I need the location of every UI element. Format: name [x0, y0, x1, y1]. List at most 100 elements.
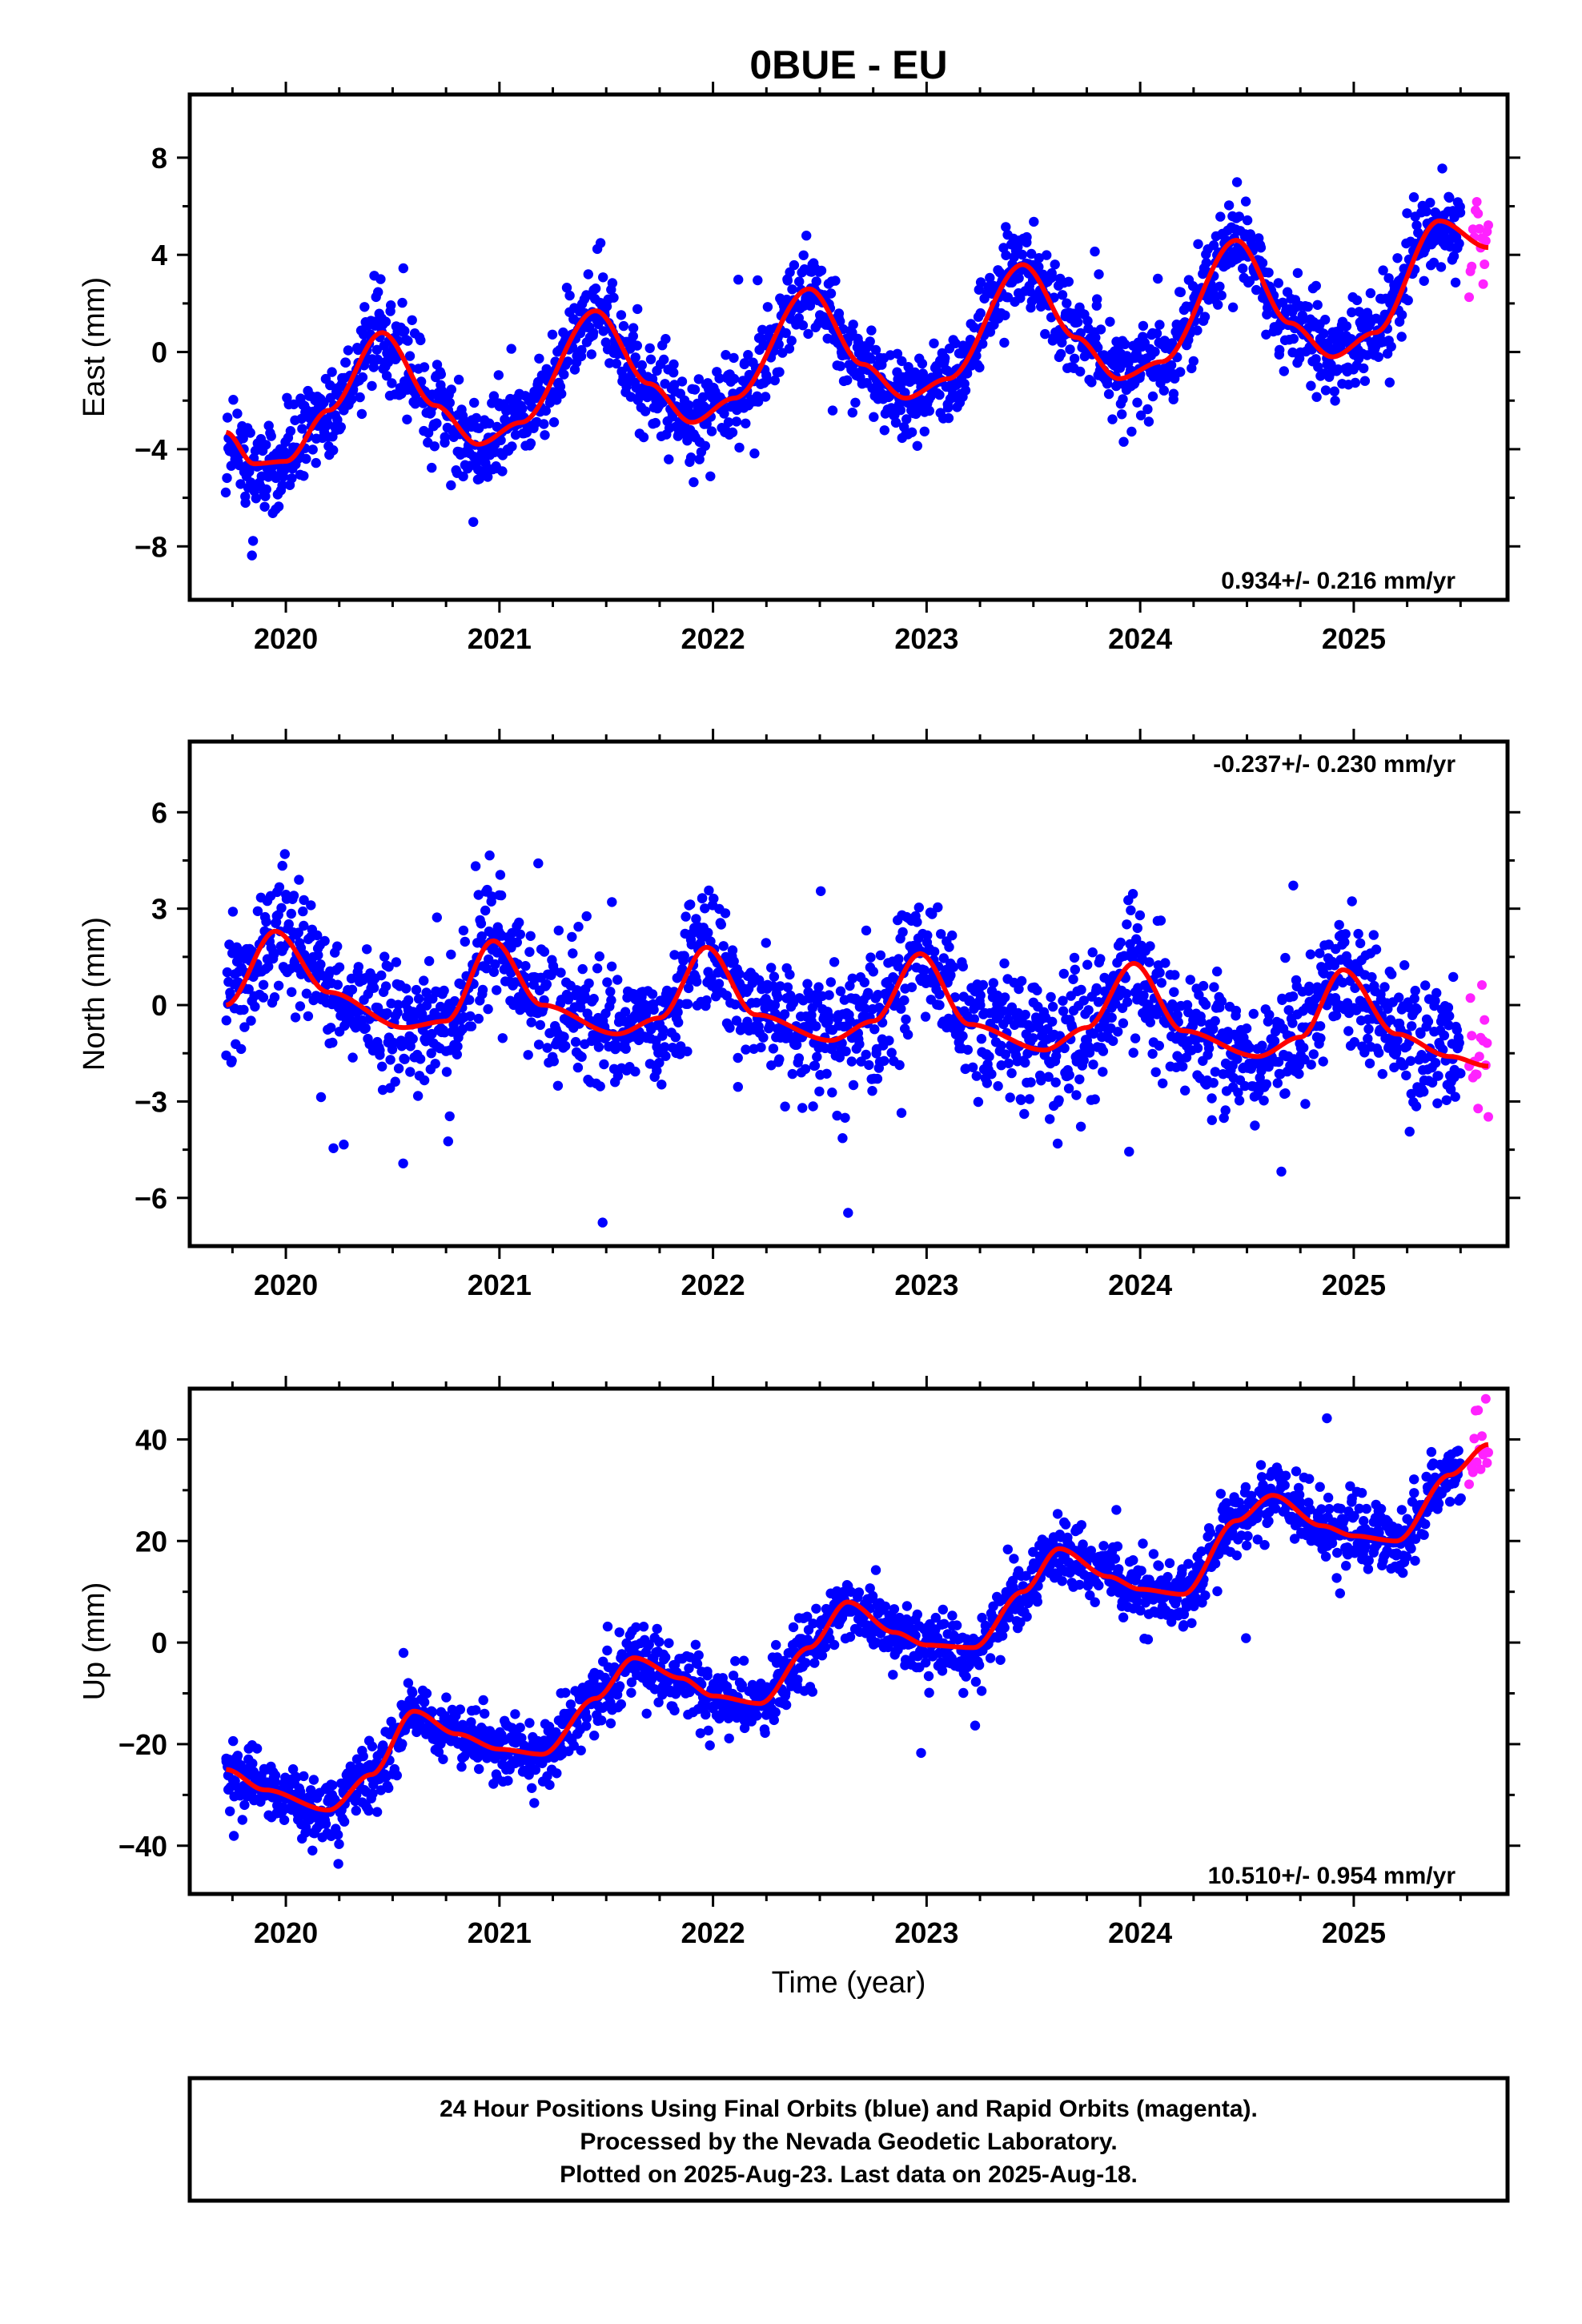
final-point: [277, 480, 287, 491]
final-point: [326, 1023, 336, 1033]
final-point: [939, 1618, 950, 1630]
final-point: [797, 320, 809, 331]
final-point: [1095, 324, 1106, 335]
final-point: [383, 962, 394, 972]
final-point: [840, 1112, 850, 1124]
final-point: [809, 1658, 820, 1668]
final-point: [220, 487, 231, 498]
final-point: [301, 453, 311, 464]
final-point: [495, 870, 506, 880]
final-point: [761, 938, 771, 948]
final-point: [487, 891, 497, 902]
final-point: [377, 1061, 387, 1072]
final-point: [1407, 1021, 1417, 1031]
final-point: [515, 929, 525, 940]
final-point: [1058, 1006, 1069, 1016]
final-point: [1343, 1026, 1354, 1036]
final-point: [476, 931, 487, 942]
final-point: [829, 957, 840, 967]
final-point: [731, 416, 742, 427]
final-point: [471, 1705, 481, 1715]
final-point: [307, 444, 318, 455]
final-point: [1203, 1043, 1215, 1054]
final-point: [251, 1743, 263, 1754]
final-point: [773, 339, 784, 350]
final-point: [1450, 277, 1461, 287]
final-point: [1135, 410, 1146, 420]
final-point: [1330, 396, 1340, 406]
final-point: [1155, 915, 1166, 926]
final-point: [325, 380, 335, 391]
final-point: [411, 984, 422, 995]
final-point: [1057, 290, 1068, 300]
final-point: [1180, 1085, 1191, 1096]
final-point: [880, 1601, 891, 1612]
final-point: [1450, 1092, 1460, 1102]
x-tick-label: 2022: [681, 1269, 745, 1301]
final-point: [1334, 919, 1344, 931]
final-point: [480, 1708, 490, 1719]
final-point: [1311, 280, 1322, 292]
final-point: [812, 1051, 822, 1062]
final-point: [605, 1697, 616, 1708]
final-point: [1093, 342, 1103, 353]
final-point: [766, 963, 777, 973]
final-point: [1272, 1078, 1283, 1088]
final-point: [1069, 353, 1080, 364]
final-point: [448, 1019, 459, 1030]
final-point: [780, 1101, 790, 1112]
final-point: [974, 362, 985, 373]
final-point: [397, 1739, 408, 1749]
final-point: [1257, 1040, 1267, 1051]
final-point: [1315, 1033, 1326, 1043]
rapid-orbit-points: [1464, 197, 1493, 303]
final-point: [835, 316, 845, 327]
final-point: [581, 1713, 592, 1723]
final-point: [641, 1708, 652, 1719]
final-point: [346, 973, 357, 984]
final-point: [815, 886, 826, 897]
final-point: [584, 978, 594, 989]
final-point: [1127, 889, 1138, 899]
final-point: [870, 1565, 881, 1575]
final-point: [1248, 1008, 1259, 1019]
final-point: [1132, 397, 1142, 408]
final-point: [392, 1007, 403, 1018]
final-point: [1196, 1016, 1207, 1027]
final-point: [620, 1007, 631, 1017]
final-point: [649, 1684, 661, 1695]
final-point: [847, 973, 858, 984]
final-point: [576, 1745, 586, 1755]
final-point: [221, 1015, 231, 1026]
final-point: [496, 435, 506, 445]
final-point: [943, 412, 954, 424]
final-point: [1399, 960, 1410, 971]
final-point: [846, 1056, 857, 1067]
final-point: [1394, 992, 1404, 1003]
final-point: [239, 1799, 250, 1811]
final-point: [719, 408, 729, 419]
final-point: [432, 418, 442, 428]
final-point: [339, 1816, 350, 1827]
final-point: [703, 927, 713, 938]
final-point: [1311, 354, 1321, 364]
final-point: [757, 324, 768, 335]
final-point: [734, 969, 745, 979]
final-point: [1432, 1098, 1443, 1108]
final-point: [1063, 1084, 1074, 1094]
final-point: [473, 890, 484, 900]
final-point: [1261, 1079, 1272, 1090]
final-point: [1239, 1080, 1251, 1092]
final-point: [232, 1751, 243, 1761]
rapid-point: [1474, 1051, 1484, 1062]
final-point: [301, 988, 312, 999]
final-point: [347, 1052, 358, 1063]
final-point: [247, 536, 259, 546]
final-point: [488, 967, 500, 978]
final-point: [1315, 948, 1325, 959]
final-point: [1215, 281, 1225, 292]
final-point: [548, 417, 560, 428]
final-point: [444, 1111, 455, 1122]
final-point: [733, 1052, 743, 1063]
final-point: [1216, 290, 1227, 301]
